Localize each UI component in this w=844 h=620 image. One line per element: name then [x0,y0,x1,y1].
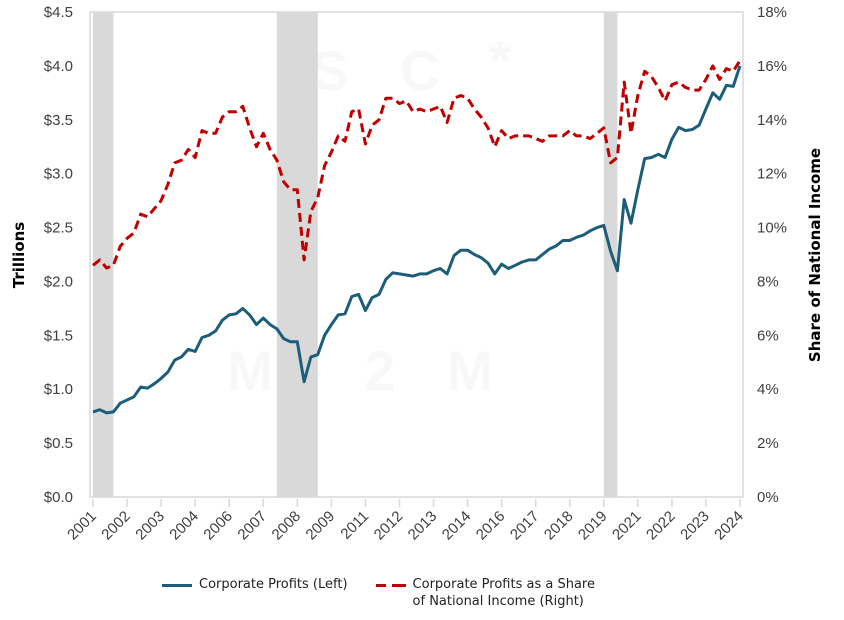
x-axis-tick-label: 2017 [507,508,543,544]
watermark-glyph: M [227,339,274,402]
x-axis-tick-label: 2009 [303,508,339,544]
x-axis-tick-label: 2013 [405,508,441,544]
x-axis-tick-label: 2018 [541,508,577,544]
left-axis-tick-label: $0.5 [44,435,73,452]
left-axis-tick-label: $3.0 [44,166,73,183]
left-axis-tick-label: $3.5 [44,112,73,129]
x-axis-tick-label: 2021 [609,508,645,544]
right-axis-tick-label: 8% [757,273,779,290]
watermark-glyph: C [400,39,440,102]
watermark-glyph: M [447,339,494,402]
series-line-corporate-profits [92,65,742,415]
watermark-glyph: * [489,29,511,92]
x-axis-tick-label: 2024 [711,508,747,544]
left-axis-title: Trillions [10,222,28,289]
left-axis-tick-label: $1.5 [44,327,73,344]
recession-band [276,12,318,497]
x-axis-tick-label: 2022 [643,508,679,544]
x-axis-tick-label: 2011 [337,508,372,543]
x-axis-tick-label: 2016 [473,508,509,544]
recession-band [93,12,114,497]
plot-frame [89,11,744,498]
x-axis-tick-label: 2019 [575,508,611,544]
left-axis-tick-label: $4.5 [44,4,73,21]
legend-label-profit-share: Corporate Profits as a Share of National… [412,577,595,609]
right-axis-tick-label: 10% [757,220,787,237]
right-axis-tick-label: 4% [757,381,779,398]
left-axis-tick-label: $4.0 [44,58,73,75]
x-axis-tick-label: 2006 [200,508,236,544]
left-axis-tick-label: $1.0 [44,381,73,398]
x-axis-tick-label: 2014 [439,508,475,544]
right-axis-tick-label: 2% [757,435,779,452]
right-axis-tick-label: 14% [757,112,787,129]
x-axis-tick-label: 2004 [166,508,202,544]
watermark: M2MSC* [227,29,511,402]
watermark-glyph: 2 [364,339,395,402]
x-axis-tick-label: 2003 [132,508,168,544]
right-axis-tick-label: 0% [757,489,779,506]
x-axis-tick-label: 2012 [371,508,407,544]
left-axis-tick-label: $0.0 [44,489,73,506]
x-axis-tick-label: 2007 [234,508,270,544]
x-axis-tick-label: 2008 [269,508,305,544]
right-axis-tick-label: 18% [757,4,787,21]
left-axis-tick-label: $2.5 [44,220,73,237]
right-axis: 0% 2% 4% 6% 8% 10% 12% 14% 16% 18% [757,4,787,506]
left-axis: $0.0 $0.5 $1.0 $1.5 $2.0 $2.5 $3.0 $3.5 $4.0 $4.5 [44,4,73,506]
solid-line-swatch-icon [162,584,192,587]
legend: Corporate Profits (Left) Corporate Profi… [162,576,595,610]
series-lines [92,59,742,415]
x-axis-tick-label: 2001 [64,508,100,544]
legend-item-corporate-profits: Corporate Profits (Left) [162,576,348,610]
x-axis-tick-label: 2002 [98,508,134,544]
right-axis-tick-label: 6% [757,327,779,344]
dashed-line-swatch-icon [375,584,406,587]
right-axis-title: Share of National Income [806,148,824,362]
x-axis-tick-label: 2023 [677,508,713,544]
right-axis-tick-label: 12% [757,166,787,183]
recession-bands [93,12,618,497]
legend-label-corporate-profits: Corporate Profits (Left) [199,577,348,592]
left-axis-tick-label: $2.0 [44,273,73,290]
series-line-profit-share [92,59,742,270]
right-axis-tick-label: 16% [757,58,787,75]
dual-axis-line-chart: M2MSC* $0.0$0.5$1.0$1.5$2.0$2.5$3.0$3.5$… [10,4,824,543]
legend-item-profit-share: Corporate Profits as a Share of National… [375,576,595,610]
